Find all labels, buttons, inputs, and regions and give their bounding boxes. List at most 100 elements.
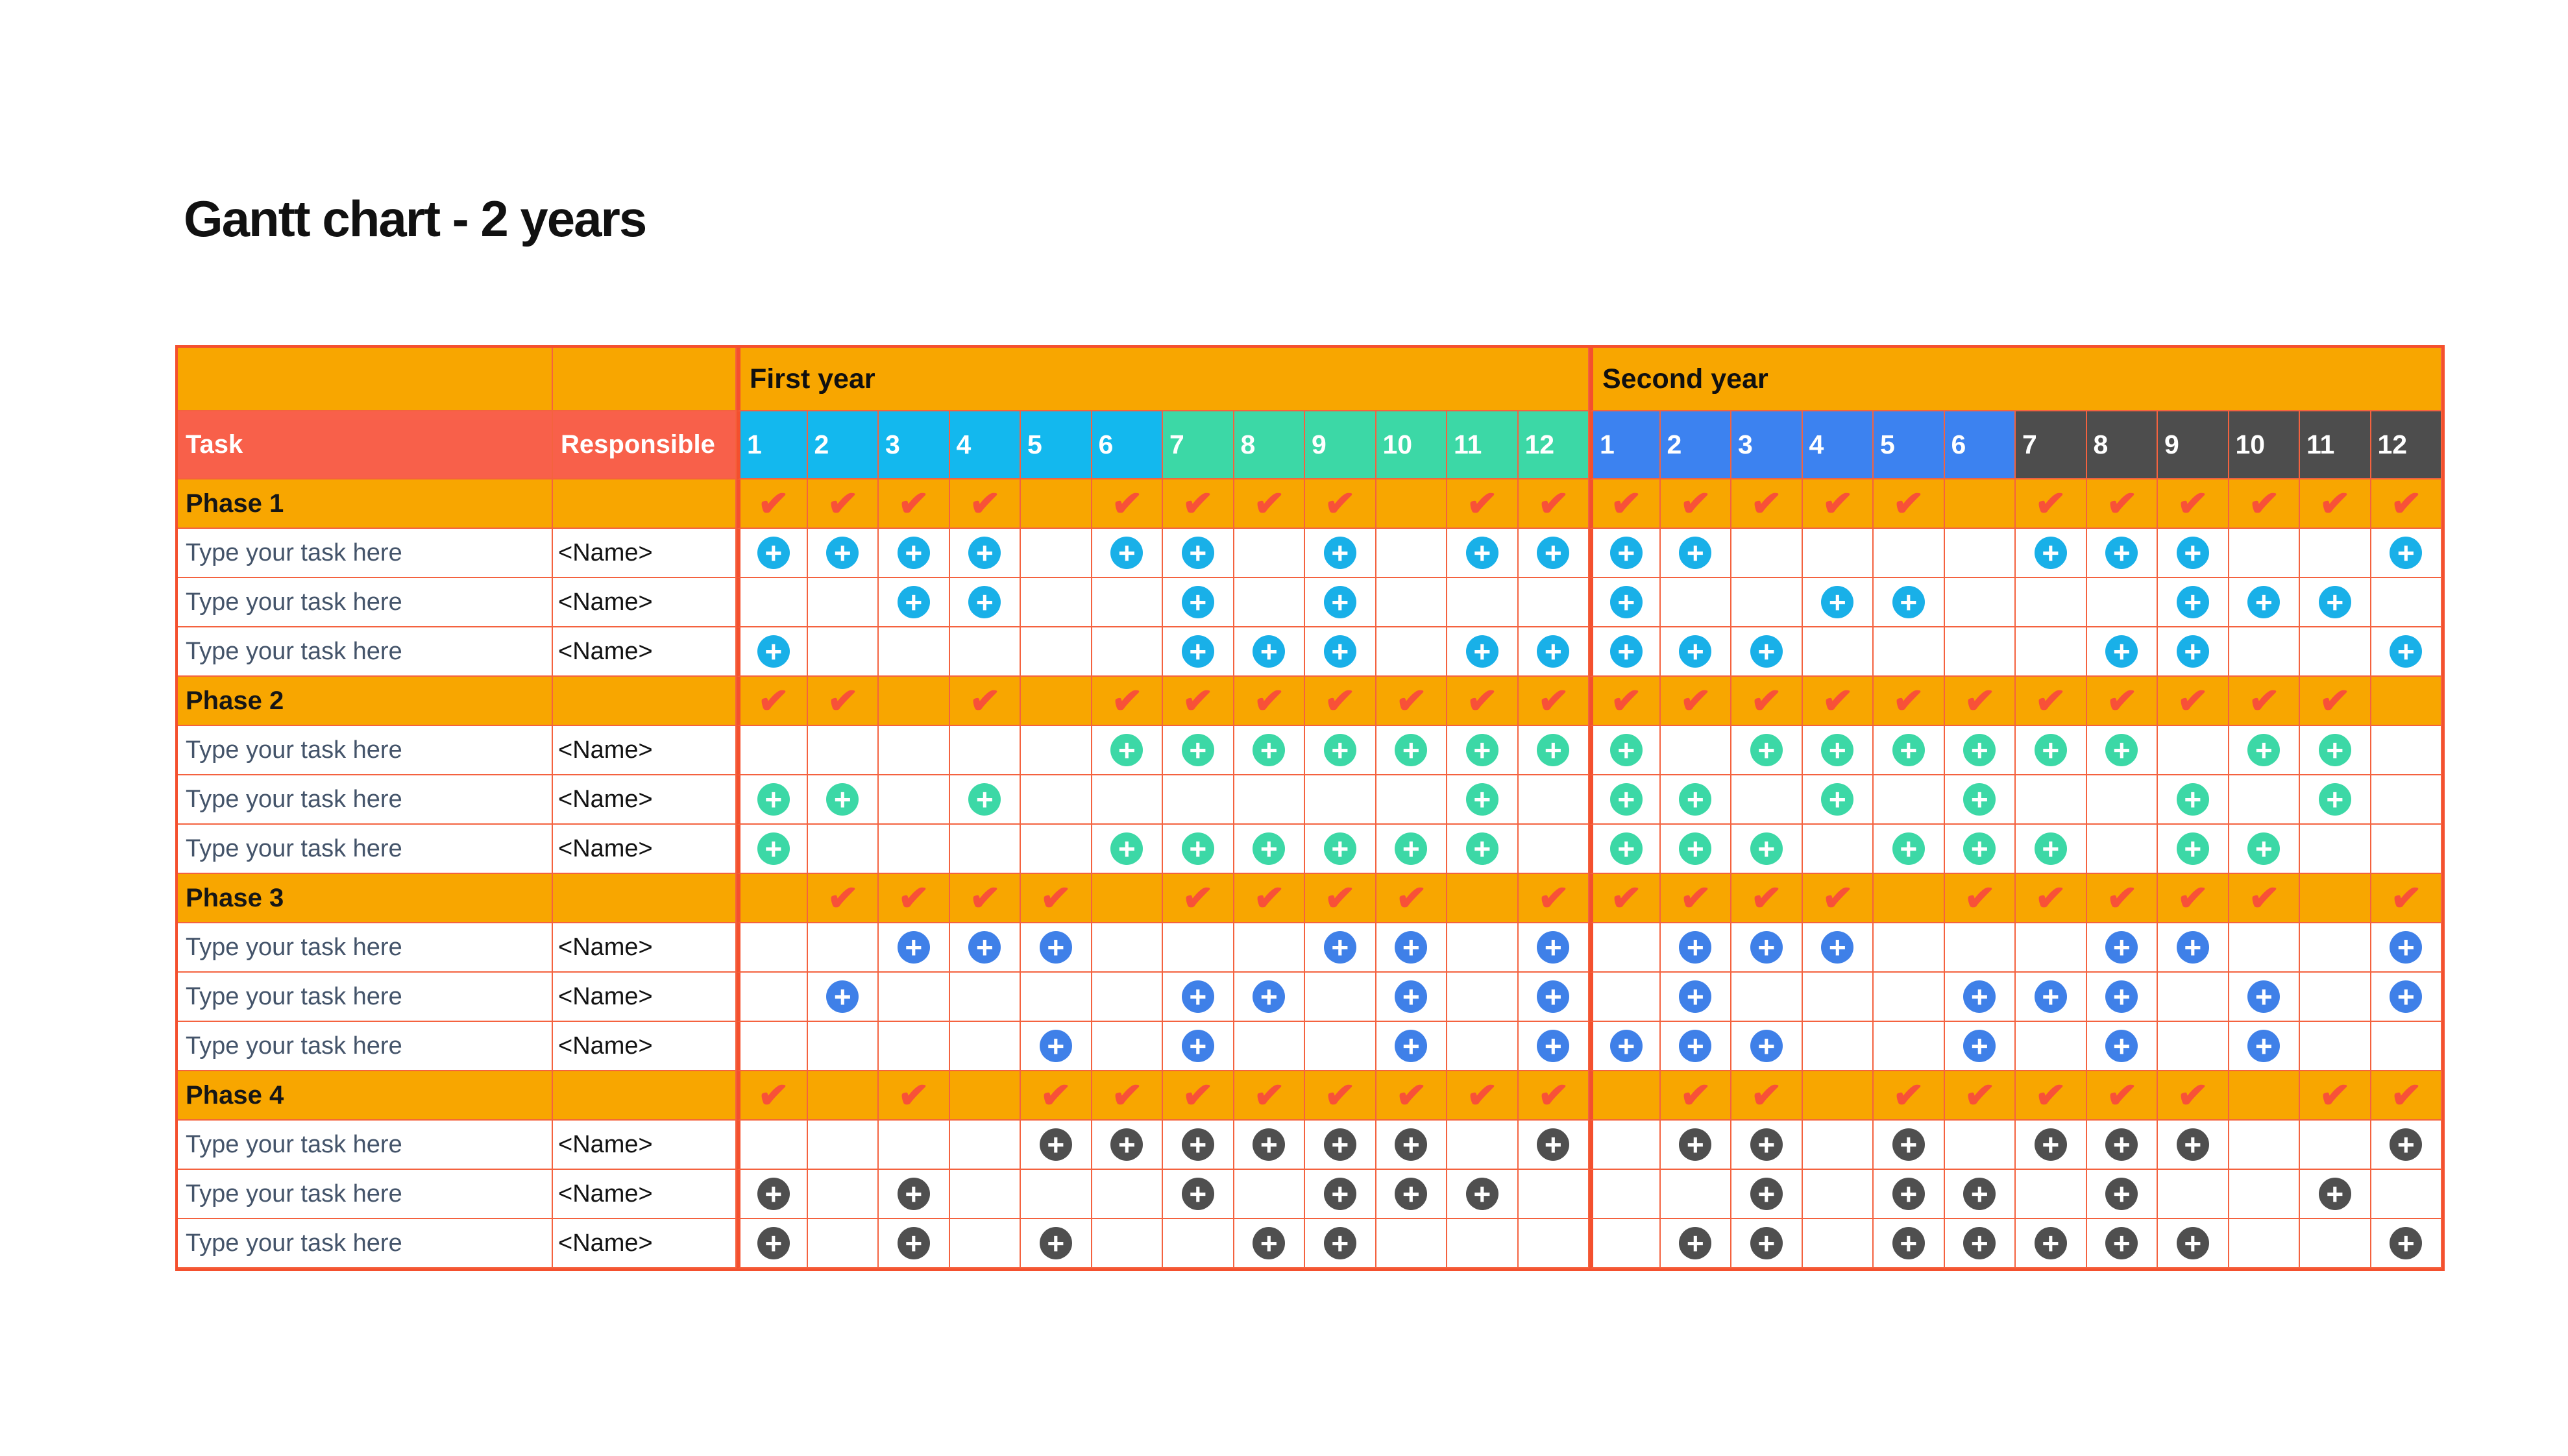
task-month-cell[interactable] — [949, 1121, 1021, 1170]
task-month-cell[interactable]: + — [737, 1219, 808, 1268]
task-month-cell[interactable] — [2229, 1121, 2300, 1170]
phase-month-cell[interactable]: ✔ — [2086, 677, 2158, 726]
task-month-cell[interactable] — [949, 726, 1021, 775]
task-month-cell[interactable]: + — [879, 923, 950, 973]
task-month-cell[interactable]: + — [1589, 1022, 1661, 1071]
phase-month-cell[interactable]: ✔ — [1021, 1071, 1092, 1121]
phase-month-cell[interactable]: ✔ — [949, 874, 1021, 923]
phase-month-cell[interactable]: ✔ — [1518, 677, 1589, 726]
task-month-cell[interactable]: + — [1944, 1022, 2016, 1071]
task-month-cell[interactable] — [2158, 973, 2229, 1022]
task-month-cell[interactable] — [1802, 1022, 1874, 1071]
task-month-cell[interactable] — [2158, 1170, 2229, 1219]
task-name-cell[interactable]: Type your task here — [178, 627, 553, 677]
task-month-cell[interactable]: + — [1731, 726, 1803, 775]
task-month-cell[interactable]: + — [949, 529, 1021, 578]
phase-month-cell[interactable]: ✔ — [2016, 874, 2087, 923]
responsible-cell[interactable]: <Name> — [553, 923, 737, 973]
task-month-cell[interactable]: + — [1376, 1022, 1447, 1071]
task-month-cell[interactable] — [2229, 775, 2300, 825]
phase-month-cell[interactable]: ✔ — [1092, 1071, 1163, 1121]
task-month-cell[interactable] — [2371, 775, 2442, 825]
phase-label-cell[interactable]: Phase 4 — [178, 1071, 553, 1121]
phase-month-cell[interactable]: ✔ — [1731, 677, 1803, 726]
task-month-cell[interactable]: + — [2016, 529, 2087, 578]
task-month-cell[interactable]: + — [1163, 825, 1234, 874]
task-month-cell[interactable] — [1092, 973, 1163, 1022]
task-month-cell[interactable] — [737, 578, 808, 627]
task-month-cell[interactable]: + — [1589, 529, 1661, 578]
task-month-cell[interactable] — [949, 1219, 1021, 1268]
task-month-cell[interactable]: + — [1376, 1170, 1447, 1219]
task-month-cell[interactable]: + — [1163, 726, 1234, 775]
task-month-cell[interactable] — [1589, 923, 1661, 973]
phase-month-cell[interactable]: ✔ — [1660, 677, 1731, 726]
task-month-cell[interactable] — [1234, 1170, 1305, 1219]
phase-month-cell[interactable]: ✔ — [1234, 677, 1305, 726]
task-month-cell[interactable]: + — [1944, 775, 2016, 825]
task-month-cell[interactable] — [1092, 627, 1163, 677]
task-month-cell[interactable]: + — [1802, 775, 1874, 825]
task-month-cell[interactable] — [1234, 923, 1305, 973]
task-month-cell[interactable]: + — [1305, 529, 1376, 578]
phase-month-cell[interactable]: ✔ — [1518, 874, 1589, 923]
phase-month-cell[interactable]: ✔ — [1660, 1071, 1731, 1121]
phase-month-cell[interactable]: ✔ — [879, 874, 950, 923]
phase-month-cell[interactable]: ✔ — [1589, 677, 1661, 726]
phase-label-cell[interactable]: Phase 2 — [178, 677, 553, 726]
task-month-cell[interactable] — [807, 825, 879, 874]
task-month-cell[interactable]: + — [1802, 578, 1874, 627]
responsible-cell[interactable]: <Name> — [553, 825, 737, 874]
phase-responsible-cell[interactable] — [553, 1071, 737, 1121]
task-month-cell[interactable]: + — [1305, 923, 1376, 973]
task-month-cell[interactable]: + — [1660, 627, 1731, 677]
task-month-cell[interactable] — [1021, 529, 1092, 578]
task-month-cell[interactable] — [1874, 529, 1945, 578]
task-month-cell[interactable]: + — [1660, 825, 1731, 874]
phase-month-cell[interactable]: ✔ — [2158, 479, 2229, 529]
task-month-cell[interactable] — [949, 825, 1021, 874]
task-month-cell[interactable] — [2086, 825, 2158, 874]
task-name-cell[interactable]: Type your task here — [178, 973, 553, 1022]
task-month-cell[interactable] — [1802, 1121, 1874, 1170]
task-month-cell[interactable] — [2086, 578, 2158, 627]
phase-month-cell[interactable]: ✔ — [1163, 874, 1234, 923]
task-month-cell[interactable]: + — [2158, 825, 2229, 874]
task-name-cell[interactable]: Type your task here — [178, 923, 553, 973]
phase-month-cell[interactable]: ✔ — [1163, 677, 1234, 726]
task-month-cell[interactable] — [2016, 578, 2087, 627]
task-month-cell[interactable]: + — [2158, 775, 2229, 825]
task-month-cell[interactable]: + — [2371, 529, 2442, 578]
phase-responsible-cell[interactable] — [553, 874, 737, 923]
task-month-cell[interactable]: + — [879, 1170, 950, 1219]
task-month-cell[interactable] — [1731, 775, 1803, 825]
task-month-cell[interactable]: + — [737, 529, 808, 578]
task-month-cell[interactable] — [2229, 1219, 2300, 1268]
phase-month-cell[interactable]: ✔ — [2371, 1071, 2442, 1121]
phase-month-cell[interactable]: ✔ — [1518, 1071, 1589, 1121]
task-month-cell[interactable] — [1376, 578, 1447, 627]
task-month-cell[interactable] — [949, 1170, 1021, 1219]
task-month-cell[interactable] — [1944, 529, 2016, 578]
task-month-cell[interactable] — [1802, 825, 1874, 874]
task-month-cell[interactable] — [879, 627, 950, 677]
task-month-cell[interactable] — [2086, 775, 2158, 825]
task-month-cell[interactable] — [1447, 1022, 1519, 1071]
phase-month-cell[interactable] — [1021, 677, 1092, 726]
task-month-cell[interactable] — [879, 775, 950, 825]
task-month-cell[interactable] — [807, 1170, 879, 1219]
task-month-cell[interactable] — [2300, 1022, 2371, 1071]
task-month-cell[interactable] — [1234, 775, 1305, 825]
task-month-cell[interactable]: + — [2086, 1121, 2158, 1170]
phase-month-cell[interactable]: ✔ — [1660, 874, 1731, 923]
task-month-cell[interactable] — [1660, 578, 1731, 627]
task-month-cell[interactable]: + — [1518, 973, 1589, 1022]
task-month-cell[interactable] — [1874, 923, 1945, 973]
phase-month-cell[interactable]: ✔ — [1731, 479, 1803, 529]
task-month-cell[interactable]: + — [1163, 1022, 1234, 1071]
phase-month-cell[interactable]: ✔ — [1376, 1071, 1447, 1121]
task-month-cell[interactable]: + — [1874, 825, 1945, 874]
task-month-cell[interactable] — [1376, 775, 1447, 825]
task-month-cell[interactable]: + — [1731, 627, 1803, 677]
task-name-cell[interactable]: Type your task here — [178, 1121, 553, 1170]
